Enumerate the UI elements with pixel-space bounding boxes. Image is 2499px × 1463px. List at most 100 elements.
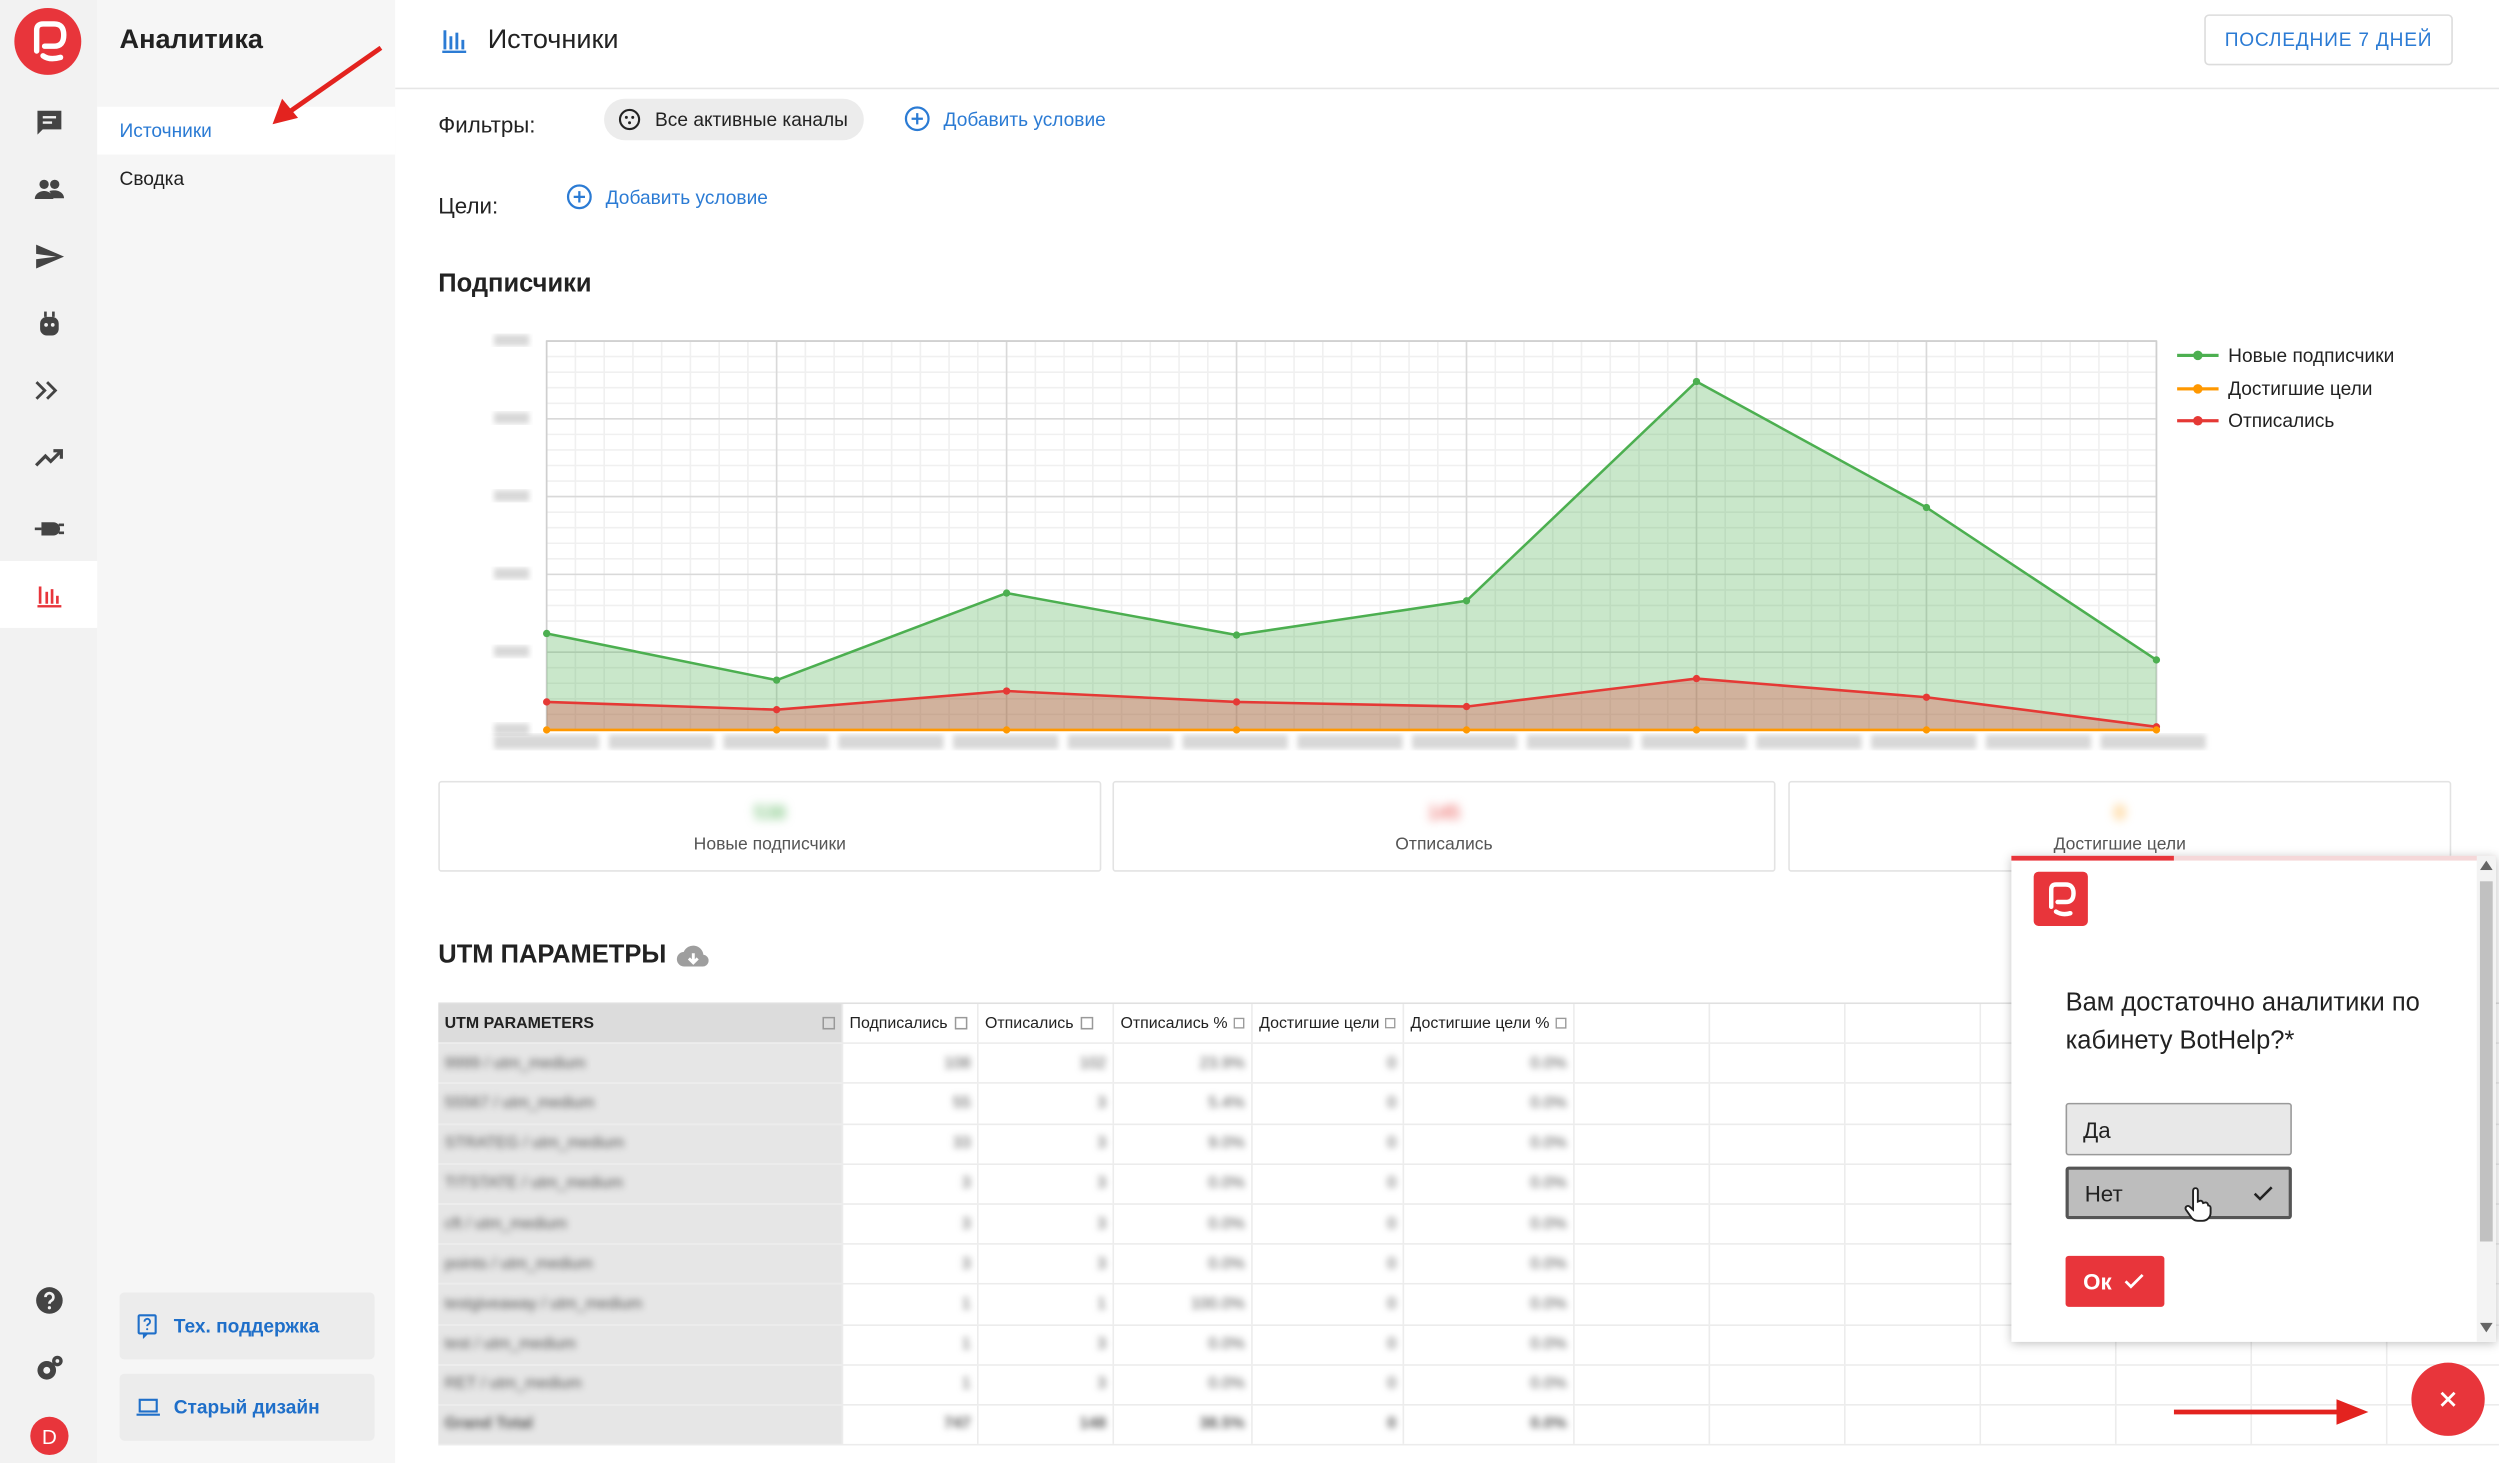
empty-cell	[1710, 1365, 1846, 1404]
utm-column-header[interactable]: Отписались	[979, 1004, 1115, 1043]
empty-cell	[1575, 1204, 1711, 1244]
empty-cell	[1575, 1325, 1711, 1364]
empty-cell	[2252, 1405, 2388, 1444]
main-content: Источники ПОСЛЕДНИЕ 7 ДНЕЙ Фильтры: Все …	[395, 0, 2499, 1463]
table-cell-value: 0.0%	[1530, 1175, 1567, 1193]
old-design-button[interactable]: Старый дизайн	[119, 1373, 375, 1441]
support-button-label: Тех. поддержка	[173, 1314, 320, 1338]
empty-cell	[1846, 1204, 1982, 1244]
table-row[interactable]: 55567 / utm_medium 55 3 5.4% 0 0.0%	[438, 1084, 2499, 1125]
column-menu-icon[interactable]	[953, 1016, 967, 1030]
column-menu-icon[interactable]	[822, 1016, 836, 1030]
subnav-item-sources[interactable]: Источники	[97, 106, 396, 155]
empty-cell	[1710, 1244, 1846, 1284]
scroll-down-icon[interactable]	[2479, 1322, 2493, 1333]
subnav-item-summary[interactable]: Сводка	[119, 167, 185, 190]
data-point	[1462, 726, 1471, 734]
cloud-download-icon[interactable]	[676, 939, 711, 974]
bot-icon[interactable]	[0, 290, 97, 357]
avatar[interactable]: D	[30, 1416, 69, 1456]
table-cell: 100.0%	[1114, 1285, 1253, 1324]
empty-cell	[1846, 1044, 1982, 1083]
bothelp-logo-icon[interactable]	[14, 7, 82, 75]
send-icon[interactable]	[0, 223, 97, 290]
x-tick-label	[1182, 734, 1288, 750]
table-cell-value: 3	[961, 1255, 971, 1273]
legend-item-unsub[interactable]: Отписались	[2177, 405, 2394, 438]
period-select-button[interactable]: ПОСЛЕДНИЕ 7 ДНЕЙ	[2204, 14, 2453, 66]
table-cell-value: 148	[1079, 1415, 1107, 1434]
empty-cell	[1575, 1405, 1711, 1444]
table-cell: 0.0%	[1114, 1325, 1253, 1364]
settings-icon[interactable]	[0, 1336, 97, 1403]
check-icon	[2253, 1186, 2273, 1201]
support-button[interactable]: Тех. поддержка	[119, 1292, 375, 1360]
table-cell: 3	[979, 1244, 1115, 1284]
legend-item-new[interactable]: Новые подписчики	[2177, 339, 2394, 372]
laptop-icon	[136, 1398, 160, 1416]
trending-icon[interactable]	[0, 424, 97, 491]
table-cell-value: 9999 / utm_medium	[444, 1054, 586, 1073]
scroll-up-icon[interactable]	[2479, 860, 2493, 871]
table-row[interactable]: 9999 / utm_medium 108 102 23.9% 0 0.0%	[438, 1044, 2499, 1085]
add-goal-condition-label: Добавить условие	[605, 185, 768, 208]
table-cell-value: 3	[1097, 1094, 1107, 1113]
add-goal-condition-button[interactable]: Добавить условие	[566, 183, 768, 210]
table-cell: 38.5%	[1114, 1405, 1253, 1444]
table-cell-value: 55	[952, 1094, 971, 1113]
table-row[interactable]: RET / utm_medium 1 3 0.0% 0 0.0%	[438, 1365, 2499, 1406]
table-cell: test / utm_medium	[438, 1325, 844, 1364]
utm-column-header[interactable]: Достигшие цели %	[1404, 1004, 1575, 1043]
x-tick-label	[1641, 734, 1747, 750]
column-menu-icon[interactable]	[1555, 1017, 1567, 1030]
table-cell: 1	[843, 1365, 979, 1404]
table-cell-value: 0.0%	[1208, 1335, 1245, 1354]
close-survey-button[interactable]	[2411, 1362, 2485, 1436]
table-cell-value: 0	[1387, 1335, 1397, 1354]
plug-icon[interactable]	[0, 494, 97, 561]
table-row[interactable]: testgiveaway / utm_medium 1 1 100.0% 0 0.0%	[438, 1285, 2499, 1326]
utm-table-header: UTM PARAMETERS Подписались Отписались Отпис…	[438, 1004, 2499, 1045]
table-row[interactable]: cft / utm_medium 3 3 0.0% 0 0.0%	[438, 1204, 2499, 1245]
survey-option-no[interactable]: Нет	[2065, 1166, 2292, 1220]
table-row[interactable]: test / utm_medium 1 3 0.0% 0 0.0%	[438, 1325, 2499, 1366]
data-point	[2152, 726, 2161, 734]
channels-filter-chip[interactable]: Все активные каналы	[604, 98, 864, 141]
utm-column-header[interactable]: Достигшие цели	[1253, 1004, 1405, 1043]
column-menu-icon[interactable]	[1079, 1016, 1093, 1030]
table-cell: Grand Total	[438, 1405, 844, 1444]
empty-cell	[1846, 1285, 1982, 1324]
utm-title-text: UTM ПАРАМЕТРЫ	[438, 941, 667, 969]
data-point	[2152, 656, 2161, 664]
table-cell-value: 0	[1387, 1415, 1397, 1434]
help-icon[interactable]	[0, 1267, 97, 1334]
bar-chart-icon[interactable]	[0, 560, 98, 628]
utm-column-header[interactable]: Подписались	[843, 1004, 979, 1043]
table-cell-value: STRATEG / utm_medium	[444, 1134, 625, 1153]
column-menu-icon[interactable]	[1233, 1017, 1245, 1030]
x-tick-label	[1871, 734, 1977, 750]
survey-ok-button[interactable]: Ок	[2065, 1255, 2165, 1307]
column-menu-icon[interactable]	[1385, 1017, 1397, 1030]
forward-icon[interactable]	[0, 357, 97, 424]
utm-column-header[interactable]: UTM PARAMETERS	[438, 1004, 844, 1043]
survey-scrollbar[interactable]	[2476, 855, 2496, 1342]
survey-option-yes[interactable]: Да	[2065, 1102, 2292, 1156]
table-cell: 0	[1253, 1044, 1405, 1083]
legend-item-goals[interactable]: Достигшие цели	[2177, 372, 2394, 405]
utm-column-header[interactable]: Отписались %	[1114, 1004, 1253, 1043]
chat-icon[interactable]	[0, 89, 97, 156]
data-point	[1462, 702, 1471, 711]
table-cell-value: 55567 / utm_medium	[444, 1094, 595, 1113]
table-row[interactable]: TITSTATE / utm_medium 3 3 0.0% 0 0.0%	[438, 1164, 2499, 1205]
add-filter-condition-button[interactable]: Добавить условие	[904, 105, 1106, 132]
users-icon[interactable]	[0, 156, 97, 223]
table-row[interactable]: Grand Total 747 148 38.5% 0 0.0%	[438, 1405, 2499, 1446]
data-point	[1692, 377, 1701, 386]
table-cell: 1	[843, 1325, 979, 1364]
goals-label: Цели:	[438, 192, 499, 219]
survey-scrollbar-thumb[interactable]	[2479, 881, 2493, 1242]
kpi-label-goals: Достигшие цели	[2053, 835, 2186, 855]
table-row[interactable]: points / utm_medium 3 3 0.0% 0 0.0%	[438, 1244, 2499, 1286]
table-cell: 0	[1253, 1084, 1405, 1123]
